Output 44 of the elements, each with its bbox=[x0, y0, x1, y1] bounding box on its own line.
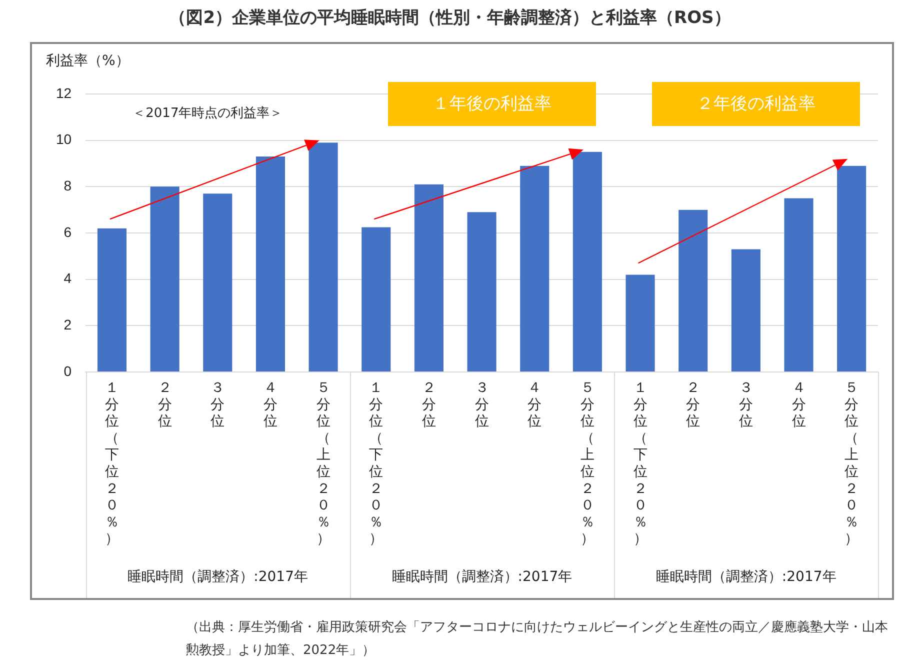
bar bbox=[467, 212, 496, 372]
category-label: ５分位（上位２０％） bbox=[580, 380, 594, 548]
category-label: ５分位（上位２０％） bbox=[316, 380, 330, 548]
y-tick-label: 2 bbox=[64, 316, 72, 333]
bar bbox=[520, 166, 550, 372]
bar bbox=[308, 142, 338, 372]
bar bbox=[731, 249, 760, 372]
y-tick-label: 10 bbox=[56, 131, 72, 148]
y-tick-label: 12 bbox=[56, 84, 72, 101]
bar bbox=[784, 198, 814, 372]
bar bbox=[150, 186, 180, 372]
y-tick-label: 4 bbox=[64, 270, 72, 286]
category-label: １分位（下位２０％） bbox=[369, 380, 384, 548]
x-tick-label: ４分位 bbox=[528, 380, 542, 430]
bar bbox=[362, 227, 391, 372]
x-tick-label: ２分位 bbox=[422, 380, 436, 430]
x-tick-label: ３分位 bbox=[474, 380, 489, 430]
bar bbox=[97, 228, 127, 372]
chart-title: （図2）企業単位の平均睡眠時間（性別・年齢調整済）と利益率（ROS） bbox=[168, 7, 732, 29]
text: （出典：厚生労働省・雇用政策研究会「アフターコロナに向けたウェルビーイングと生産性の両立／慶應義塾大学・山本勲教授」より加筆、2022年」） bbox=[186, 619, 889, 660]
bar bbox=[203, 194, 232, 372]
x-tick-label: ２分位 bbox=[158, 380, 172, 430]
category-label: ５分位（上位２０％） bbox=[844, 380, 859, 548]
annotation: ＜2017年時点の利益率＞ bbox=[132, 104, 283, 122]
bar bbox=[678, 210, 708, 372]
x-tick-label: ４分位 bbox=[792, 380, 806, 430]
y-tick-label: 0 bbox=[64, 362, 72, 379]
category-label: １分位（下位２０％） bbox=[104, 380, 119, 548]
x-tick-label: ３分位 bbox=[210, 380, 225, 430]
bar bbox=[414, 184, 444, 372]
y-tick-label: 6 bbox=[64, 224, 72, 240]
bar bbox=[256, 156, 285, 372]
text: 睡眠時間（調整済）:2017年 bbox=[128, 568, 308, 586]
bar bbox=[572, 152, 602, 372]
y-tick-label: 8 bbox=[64, 178, 72, 194]
bar bbox=[626, 274, 655, 372]
x-tick-label: ３分位 bbox=[738, 380, 753, 430]
text: 睡眠時間（調整済）:2017年 bbox=[392, 568, 572, 586]
text: 睡眠時間（調整済）:2017年 bbox=[656, 568, 836, 586]
x-tick-label: ２分位 bbox=[686, 380, 700, 430]
category-label: １分位（下位２０％） bbox=[633, 380, 648, 548]
x-tick-label: ４分位 bbox=[263, 380, 278, 430]
bar bbox=[837, 166, 866, 372]
y-axis-title: 利益率（%） bbox=[46, 52, 130, 70]
